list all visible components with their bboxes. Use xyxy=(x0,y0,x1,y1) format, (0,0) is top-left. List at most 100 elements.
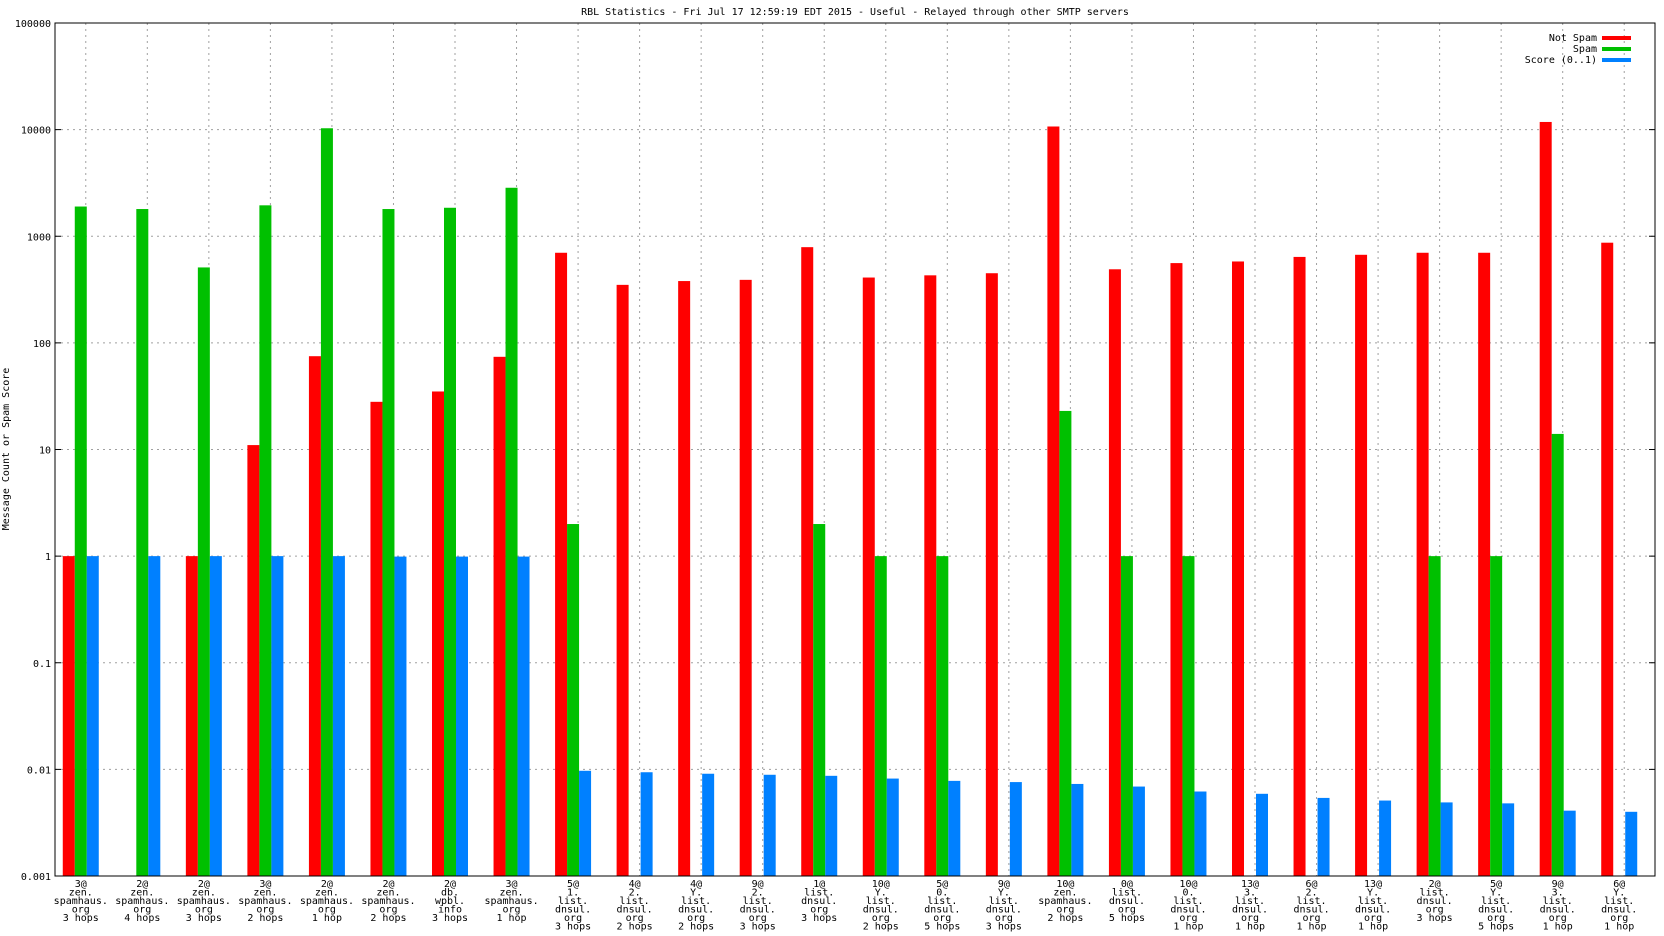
x-tick-label: 1 hop xyxy=(1604,922,1634,933)
x-tick-label: 3 hops xyxy=(1417,913,1453,924)
x-tick-label: 3 hops xyxy=(432,913,468,924)
x-tick-label: org xyxy=(1549,913,1567,924)
x-tick-label: list. xyxy=(1112,888,1142,899)
y-tick-label: 100000 xyxy=(15,19,51,30)
x-tick-label: list. xyxy=(1481,896,1511,907)
bar-not-spam xyxy=(1416,252,1429,876)
x-tick-label: dnsul. xyxy=(1478,905,1514,916)
x-tick-label: 13@ xyxy=(1364,879,1382,890)
x-tick-label: 1 hop xyxy=(1543,922,1573,933)
bar-score-0-1 xyxy=(1071,783,1084,876)
bar-spam xyxy=(874,556,887,876)
bar-score-0-1 xyxy=(1256,793,1268,876)
bar-spam xyxy=(74,206,87,876)
bar-not-spam xyxy=(308,356,321,876)
x-tick-label: org xyxy=(626,913,644,924)
bar-spam xyxy=(259,205,272,876)
bar-score-0-1 xyxy=(1563,810,1576,876)
x-tick-label: 10@ xyxy=(872,879,890,890)
bar-score-0-1 xyxy=(209,556,222,876)
bar-spam xyxy=(1120,556,1133,876)
x-tick-label: list. xyxy=(1543,896,1573,907)
bar-spam xyxy=(320,128,333,876)
x-tick-label: list. xyxy=(804,888,834,899)
x-tick-label: list. xyxy=(1420,888,1450,899)
x-tick-label: spamhaus. xyxy=(177,896,231,907)
x-tick-label: dnsul. xyxy=(617,905,653,916)
bar-score-0-1 xyxy=(825,775,838,876)
bar-not-spam xyxy=(247,445,260,876)
x-tick-label: 0. xyxy=(1182,888,1194,899)
x-tick-label: 1 hop xyxy=(1296,922,1326,933)
x-tick-label: 2 hops xyxy=(247,913,283,924)
bar-spam xyxy=(136,209,149,877)
bar-spam xyxy=(197,267,210,877)
bar-score-0-1 xyxy=(148,556,161,876)
x-tick-label: 6@ xyxy=(1613,879,1625,890)
bar-not-spam xyxy=(616,284,629,876)
x-tick-label: org xyxy=(872,913,890,924)
bar-not-spam xyxy=(1170,263,1183,876)
bar-not-spam xyxy=(1293,256,1306,877)
x-tick-label: spamhaus. xyxy=(54,896,108,907)
x-tick-label: org xyxy=(1056,905,1074,916)
chart-title: RBL Statistics - Fri Jul 17 12:59:19 EDT… xyxy=(581,7,1129,18)
x-tick-label: Y. xyxy=(1613,888,1625,899)
bar-score-0-1 xyxy=(456,556,468,876)
x-tick-label: 2 hops xyxy=(1047,913,1083,924)
x-tick-label: list. xyxy=(743,896,773,907)
x-tick-label: org xyxy=(1179,913,1197,924)
x-tick-label: zen. xyxy=(499,888,523,899)
x-tick-label: 2. xyxy=(629,888,641,899)
x-tick-label: 5@ xyxy=(567,879,579,890)
x-tick-label: 3@ xyxy=(75,879,87,890)
bar-not-spam xyxy=(1539,121,1552,877)
x-tick-label: org xyxy=(503,905,521,916)
x-tick-label: org xyxy=(72,905,90,916)
x-tick-label: org xyxy=(810,905,828,916)
x-tick-label: list. xyxy=(620,896,650,907)
x-tick-label: dnsul. xyxy=(1355,905,1391,916)
x-tick-label: zen. xyxy=(130,888,154,899)
x-tick-label: zen. xyxy=(315,888,339,899)
x-tick-label: 2@ xyxy=(198,879,210,890)
x-tick-label: 9@ xyxy=(998,879,1010,890)
bar-score-0-1 xyxy=(1379,800,1392,876)
bar-score-0-1 xyxy=(640,772,653,876)
x-tick-label: 3 hops xyxy=(986,922,1022,933)
y-tick-label: 100 xyxy=(33,339,51,350)
x-tick-label: Y. xyxy=(875,888,887,899)
y-tick-label: 10000 xyxy=(21,126,51,137)
x-tick-label: 4@ xyxy=(629,879,641,890)
x-tick-label: dnsul. xyxy=(1417,896,1453,907)
y-tick-label: 0.01 xyxy=(27,765,51,776)
x-tick-label: spamhaus. xyxy=(1038,896,1092,907)
x-tick-label: dnsul. xyxy=(1232,905,1268,916)
x-tick-label: 4@ xyxy=(690,879,702,890)
x-tick-label: dnsul. xyxy=(678,905,714,916)
x-tick-label: 2. xyxy=(1306,888,1318,899)
bar-spam xyxy=(1551,433,1564,876)
bar-spam xyxy=(1059,410,1072,876)
x-tick-label: 0. xyxy=(936,888,948,899)
y-axis-ticks: 0.001 0.01 0.1 1 10 100 1000 10000 100000 xyxy=(15,19,1655,883)
x-tick-label: 1 hop xyxy=(1358,922,1388,933)
bar-spam xyxy=(1428,556,1441,876)
x-tick-label: zen. xyxy=(376,888,400,899)
x-tick-label: 10@ xyxy=(1179,879,1197,890)
x-tick-label: org xyxy=(995,913,1013,924)
bar-score-0-1 xyxy=(948,780,961,876)
y-tick-label: 1 xyxy=(45,552,51,563)
bar-spam xyxy=(813,524,826,876)
x-tick-label: list. xyxy=(681,896,711,907)
bar-score-0-1 xyxy=(1317,797,1330,876)
legend-swatch xyxy=(1602,36,1631,40)
legend-label: Spam xyxy=(1573,44,1597,55)
x-tick-label: 10@ xyxy=(1056,879,1074,890)
x-tick-label: 9@ xyxy=(1552,879,1564,890)
x-tick-label: 3. xyxy=(1552,888,1564,899)
x-tick-label: org xyxy=(1426,905,1444,916)
bar-score-0-1 xyxy=(271,556,284,876)
bar-score-0-1 xyxy=(332,556,345,876)
x-tick-label: 2 hops xyxy=(370,913,406,924)
